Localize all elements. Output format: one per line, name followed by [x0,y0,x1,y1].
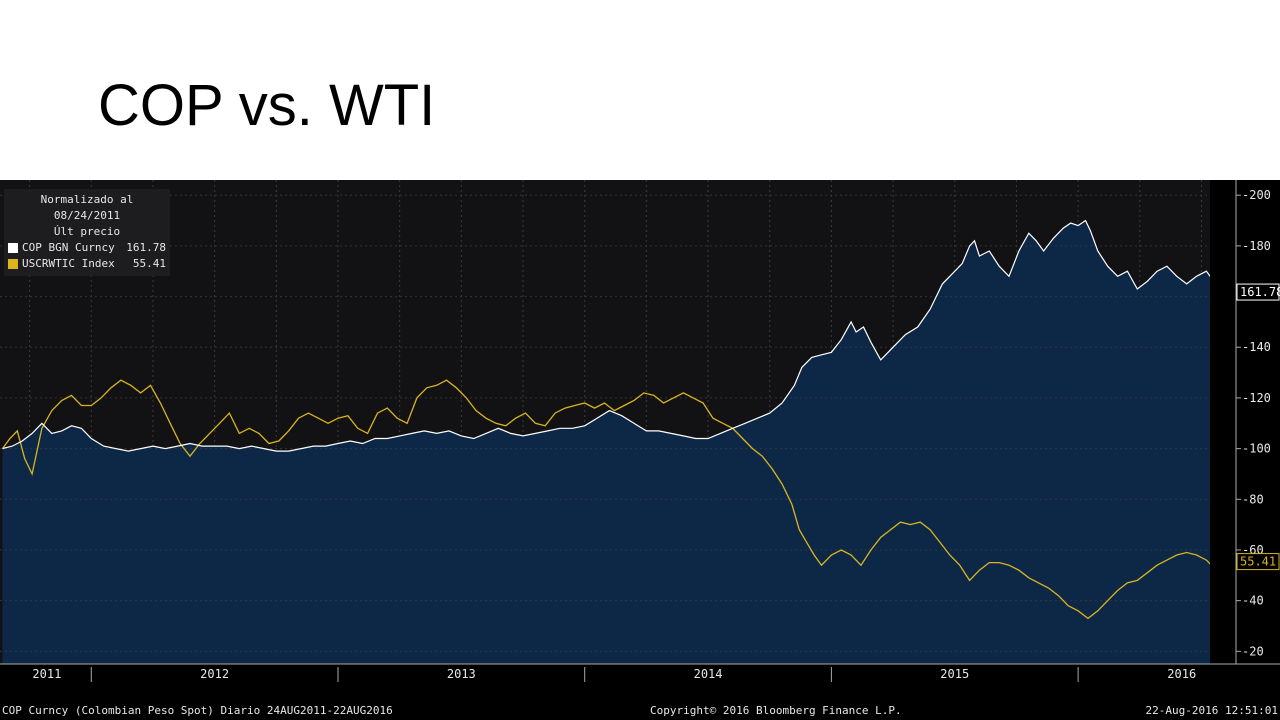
legend-label-wti: USCRWTIC Index [22,257,115,270]
last-value-box [1236,283,1280,301]
last-value-box [1236,553,1280,571]
y-tick-label: -40 [1242,594,1264,608]
y-tick-label: -180 [1242,239,1271,253]
legend: Normalizado al 08/24/2011 Últ precio COP… [4,189,170,276]
legend-subheader: Últ precio [53,225,121,238]
legend-swatch-cop [8,243,18,253]
horizontal-gridlines [0,194,1236,652]
legend-label-cop: COP BGN Curncy [22,241,115,254]
footer-copyright: Copyright© 2016 Bloomberg Finance L.P. [650,704,902,717]
last-value-label-wti: 55.41 [1236,553,1280,571]
footer-timestamp: 22-Aug-2016 12:51:01 [1145,704,1278,717]
y-tick-label: -100 [1242,442,1271,456]
legend-header: Normalizado al 08/24/2011 [40,193,134,222]
series-line-cop [2,219,1232,452]
y-tick-label: -200 [1242,188,1271,202]
x-tick-label: 2013 [447,667,476,681]
y-tick-label: -120 [1242,391,1271,405]
legend-item-wti: USCRWTIC Index 55.41 [8,256,166,272]
footer-source: COP Curncy (Colombian Peso Spot) Diario … [2,704,393,717]
slide-title: COP vs. WTI [98,73,436,138]
x-tick-label: 2014 [694,667,723,681]
y-tick-label: -20 [1242,644,1264,658]
last-value-text: 55.41 [1240,555,1276,569]
x-tick-label: 2011 [32,667,61,681]
y-tick-label: -80 [1242,492,1264,506]
legend-swatch-wti [8,259,18,269]
cop-area-fill [2,220,1232,664]
x-tick-label: 2012 [200,667,229,681]
x-axis: 2011 2012 2013 2014 2015 2016 [0,663,1280,682]
legend-item-cop: COP BGN Curncy 161.78 [8,240,166,256]
last-value-label-cop: 161.78 [1236,283,1280,301]
legend-value-cop: 161.78 [126,241,166,254]
right-axis-gap [1210,180,1236,664]
last-value-labels: 161.78 55.41 [1236,283,1280,571]
x-tick-label: 2016 [1167,667,1196,681]
x-tick-label: 2015 [940,667,969,681]
y-tick-label: -140 [1242,340,1271,354]
last-value-text: 161.78 [1240,285,1280,299]
chart-container: -20-40-60-80-100-120-140-160-180-200 161… [0,180,1280,720]
legend-value-wti: 55.41 [132,257,166,270]
line-chart: -20-40-60-80-100-120-140-160-180-200 161… [0,180,1280,682]
y-axis-ticks: -20-40-60-80-100-120-140-160-180-200 [1236,188,1271,658]
series-line-wti [1,379,1232,620]
